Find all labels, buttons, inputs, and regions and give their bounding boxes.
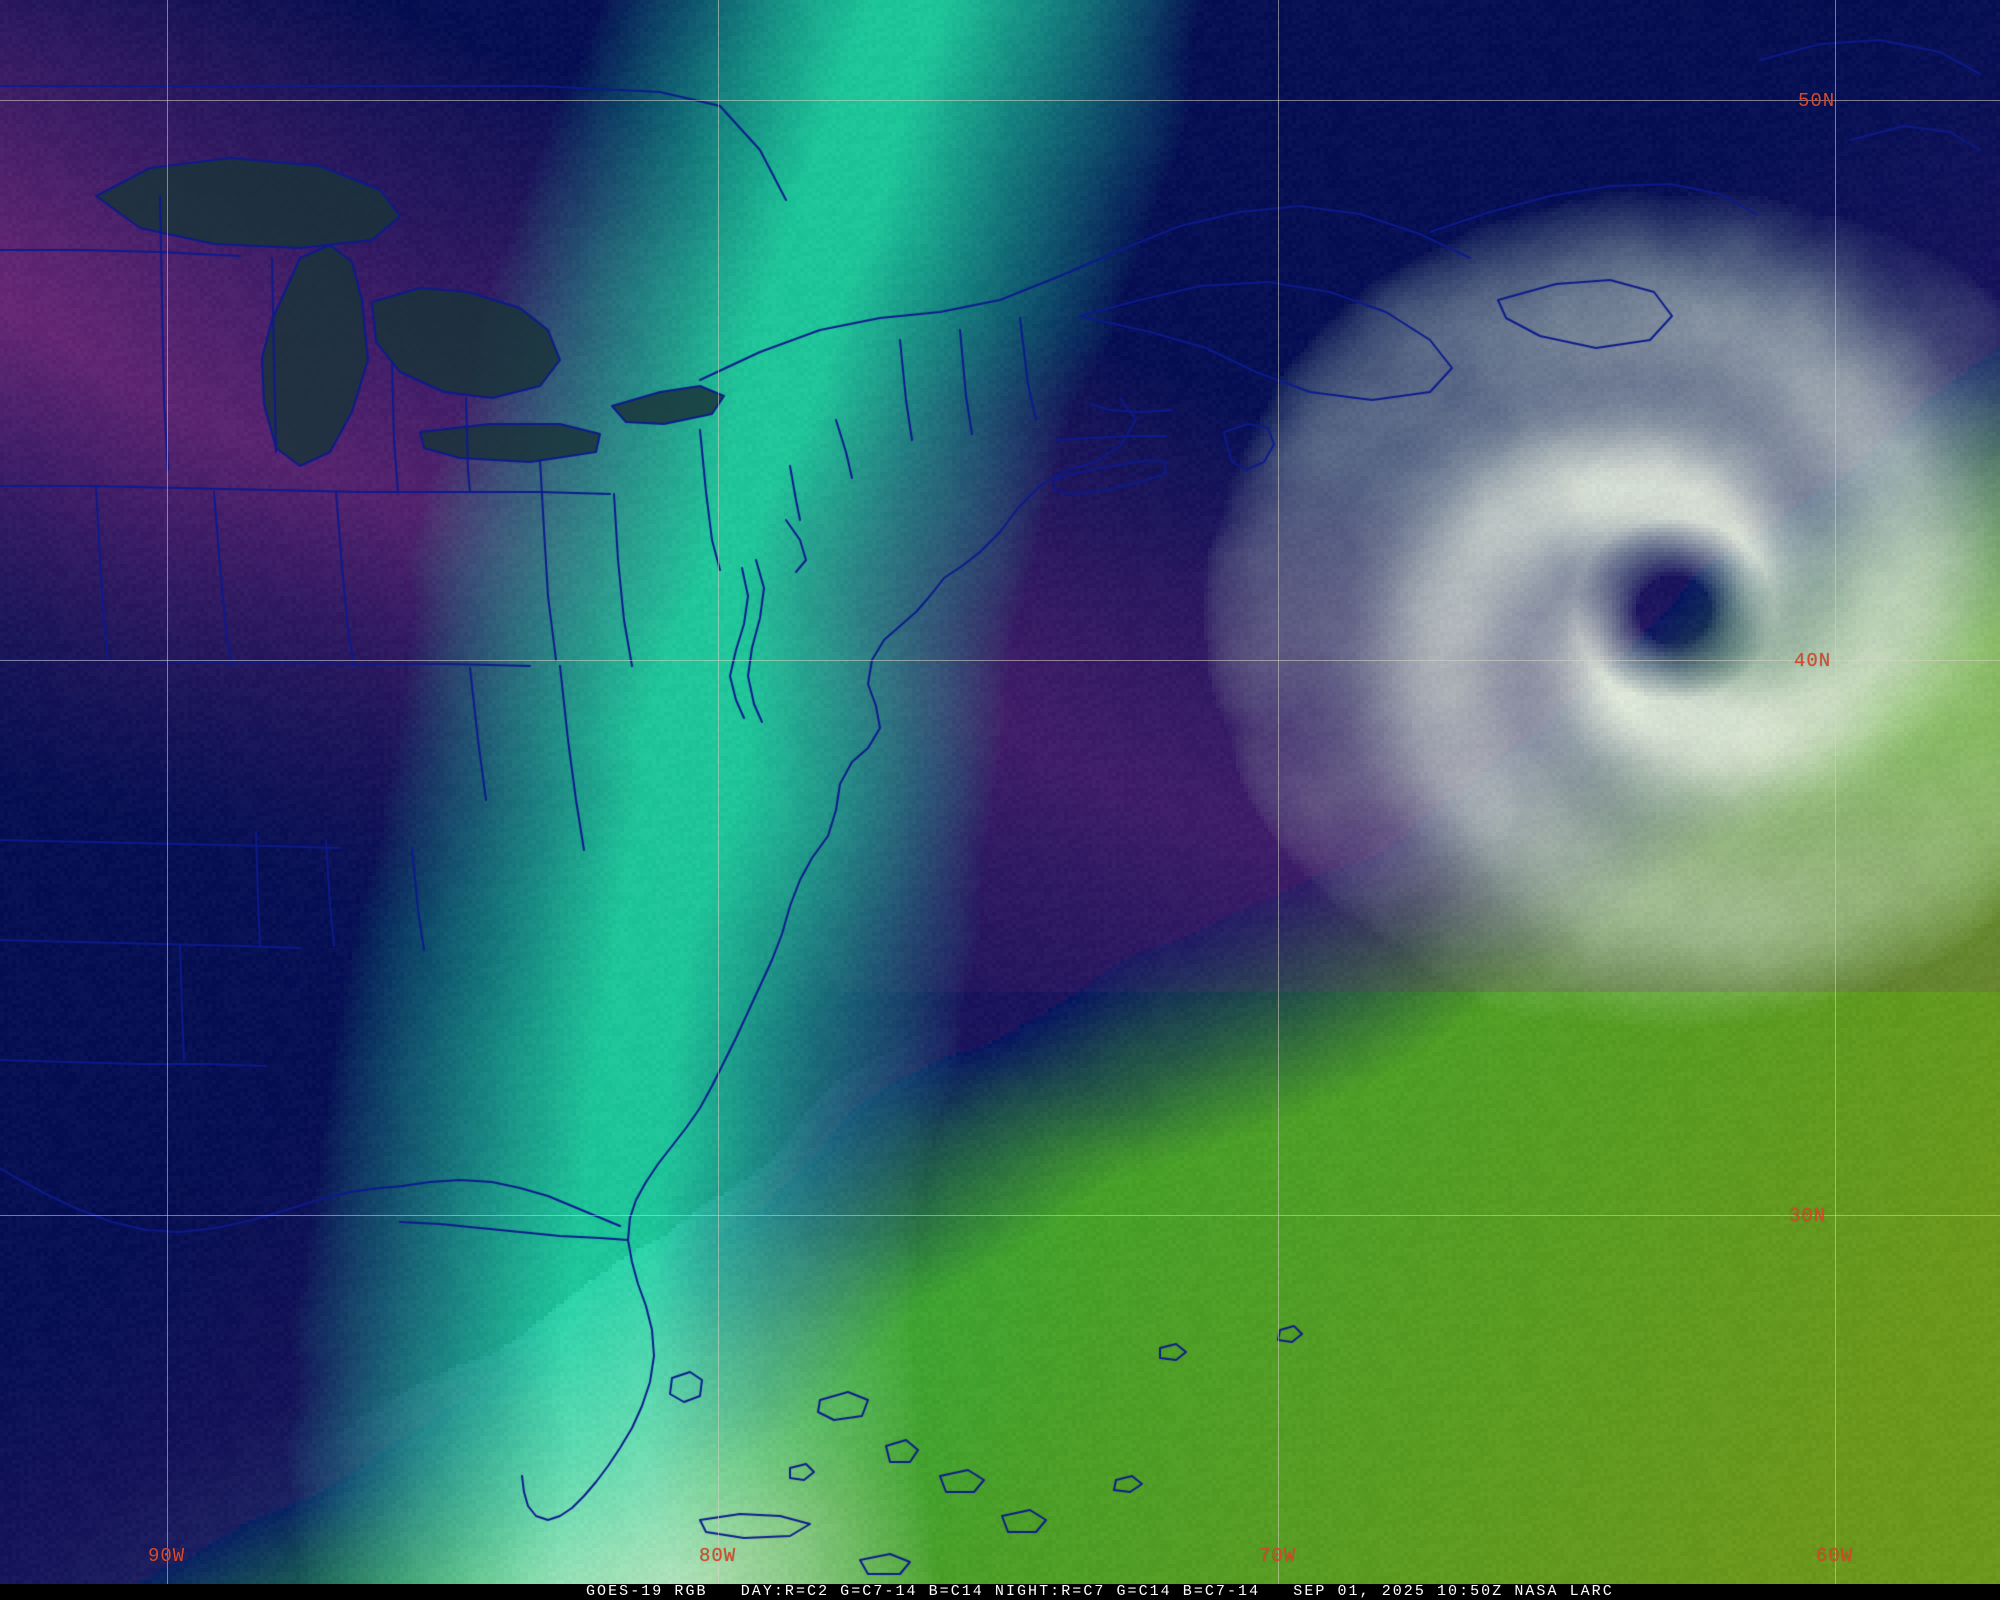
caption-text: GOES-19 RGB DAY:R=C2 G=C7-14 B=C14 NIGHT… <box>586 1584 1614 1600</box>
caption-bar: GOES-19 RGB DAY:R=C2 G=C7-14 B=C14 NIGHT… <box>0 1584 2000 1600</box>
